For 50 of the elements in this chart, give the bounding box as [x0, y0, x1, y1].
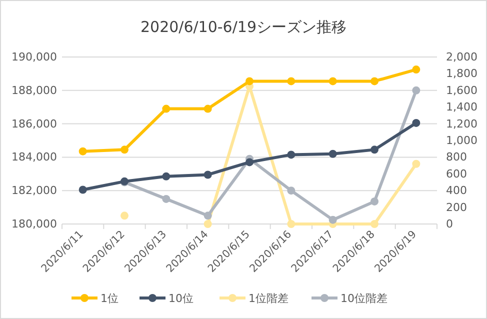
- y2-tick-label: 2,000: [446, 50, 478, 64]
- point: [287, 77, 296, 86]
- point: [246, 158, 254, 166]
- point: [204, 220, 212, 228]
- y-tick-label: 180,000: [12, 218, 57, 231]
- y-tick-label: 182,000: [12, 184, 57, 198]
- legend-label: 10位階差: [340, 292, 388, 305]
- y2-tick-label: 0: [446, 218, 453, 231]
- point: [370, 220, 378, 228]
- y2-tick-label: 600: [446, 167, 467, 180]
- legend-label: 10位: [168, 292, 194, 305]
- point: [370, 77, 378, 86]
- point: [328, 77, 337, 86]
- y2-tick-label: 800: [446, 150, 467, 164]
- point: [287, 220, 296, 228]
- point: [412, 66, 420, 74]
- y2-tick-label: 1,000: [446, 134, 478, 148]
- point: [162, 194, 170, 203]
- y2-tick-label: 1,600: [446, 84, 478, 97]
- y2-tick-label: 1,800: [446, 67, 478, 80]
- y2-tick-label: 200: [446, 200, 467, 214]
- point: [120, 212, 128, 220]
- point: [204, 104, 212, 113]
- point: [204, 212, 212, 220]
- point: [287, 186, 296, 195]
- point: [78, 186, 87, 194]
- point: [370, 197, 378, 206]
- point: [328, 216, 337, 224]
- point: [204, 170, 212, 179]
- point: [370, 146, 378, 154]
- y-tick-label: 188,000: [12, 84, 57, 97]
- y-tick-label: 190,000: [12, 50, 57, 64]
- point: [162, 172, 170, 180]
- legend-label: 1位階差: [248, 292, 288, 305]
- point: [287, 150, 296, 159]
- y2-tick-label: 400: [446, 184, 467, 198]
- point: [120, 146, 128, 154]
- point: [328, 150, 337, 158]
- point: [246, 77, 254, 86]
- point: [412, 160, 420, 168]
- chart-title: 2020/6/10-6/19シーズン推移: [140, 18, 347, 36]
- point: [412, 86, 420, 94]
- legend-label: 1位: [100, 292, 118, 305]
- y-tick-label: 186,000: [12, 117, 57, 130]
- point: [162, 104, 170, 113]
- y2-tick-label: 1,200: [446, 117, 478, 130]
- y-tick-label: 184,000: [12, 150, 57, 164]
- point: [78, 147, 87, 156]
- point: [412, 118, 420, 127]
- y2-tick-label: 1,400: [446, 100, 478, 114]
